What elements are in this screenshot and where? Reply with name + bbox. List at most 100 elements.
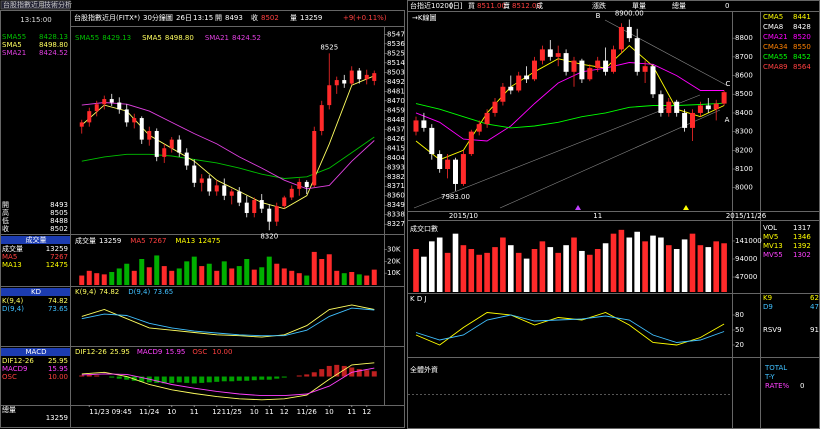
legend-value: 8424.52 [232,34,261,42]
sidebar-row-name: D(9,4) [2,305,24,313]
wave-label: B [596,12,601,20]
legend-name: CMA21 [763,33,788,41]
volume-bar [259,267,265,285]
candle-body [492,101,498,113]
volume-bar [681,239,688,292]
osc-bar [356,369,362,377]
y-tick-label: 8426 [387,135,405,143]
y-tick-label: 8525 [387,49,405,57]
volume-bar [349,272,355,285]
legend-name: CMA5 [763,13,783,21]
volume-bar [523,258,530,292]
legend-name: D9 [763,303,773,311]
tab-label: 台股指數近月 [3,0,45,9]
sidebar-ma-value: 8498.80 [39,41,68,49]
candle-body [603,60,609,72]
header-field: 8512.00 [512,2,541,10]
legend-name: SMA55 [75,34,99,42]
volume-bar [79,275,85,285]
header-field: 開 [215,14,222,22]
volume-bar [626,237,633,292]
sidebar-ma-name: SMA21 [2,49,26,57]
osc-bar [116,376,122,379]
tab[interactable] [0,0,42,10]
osc-bar [124,376,130,380]
header-field: 0 [725,2,729,10]
tab[interactable] [41,0,71,10]
legend-name: K(9,4) [75,288,96,296]
sidebar-title-bar [1,288,70,296]
y-tick-label: 8300 [735,128,753,136]
volume-bar [547,247,554,292]
candle-body [132,118,137,123]
candle-body [421,120,427,128]
candle-body [177,139,182,153]
volume-bar [555,252,561,292]
legend-value: 47 [810,303,819,311]
volume-bar [236,266,242,285]
legend-value: 8520 [793,33,811,41]
header-field: 收 [251,13,258,22]
y-tick-label: 8448 [387,116,405,124]
volume-bar [618,229,625,292]
candle-body [634,38,640,72]
volume-bar [244,259,250,285]
osc-bar [311,372,317,377]
candle-body [274,206,279,222]
legend-value: 8550 [793,43,811,51]
volume-bar [421,256,427,292]
volume-bar [563,245,569,292]
volume-bar [666,245,672,292]
osc-bar [206,376,212,383]
sidebar-ma-name: SMA5 [2,41,22,49]
candle-body [468,131,474,155]
volume-bar [515,252,522,292]
legend-value: 8441 [793,13,811,21]
legend-name: MA13 [175,237,195,245]
y-tick-label: 8338 [387,211,405,219]
legend-name: MACD9 [137,348,162,356]
y-tick-label: 8481 [387,87,405,95]
candle-body [244,202,249,214]
candle-body [690,112,695,128]
candle-body [674,101,680,113]
signal-arrow [683,205,689,210]
candle-body [87,111,92,123]
volume-bar [371,269,377,285]
volume-bar [642,241,648,292]
sidebar-row-name: 成交量 [2,244,23,253]
y-tick-label: 8200 [735,146,753,154]
candle-body [297,181,302,189]
volume-bar [199,266,205,285]
date-label: 10 [325,408,334,416]
volume-bar [587,254,593,292]
candle-body [547,49,553,57]
date-label: 11 [265,408,274,416]
legend-name: 成交量 [75,236,96,245]
candle-body [169,139,174,149]
date-label: 2015/10 [449,212,478,220]
sidebar-ohlc-value: 8488 [50,217,68,225]
volume-bar [289,270,295,285]
volume-bar [116,268,122,285]
candle-body [259,200,264,209]
candle-body [109,99,114,103]
candle-body [124,109,129,123]
candle-body [445,159,451,170]
tab-label: 技術分析 [44,0,72,9]
volume-bar [124,263,130,285]
sidebar-row-name: MACD9 [2,365,27,373]
volume-bar [531,249,538,292]
volume-bar [334,270,340,285]
y-tick-label: 141000 [735,237,762,245]
osc-bar [169,376,175,383]
candle-body [282,197,287,207]
date-label: 11 [190,408,199,416]
volume-bar [281,268,287,285]
candle-body [611,49,616,72]
date-label: 2015/11/26 [726,212,767,220]
trend-line [413,94,701,209]
sidebar-row-value: 10.00 [48,373,68,381]
indicator-line [81,367,375,397]
